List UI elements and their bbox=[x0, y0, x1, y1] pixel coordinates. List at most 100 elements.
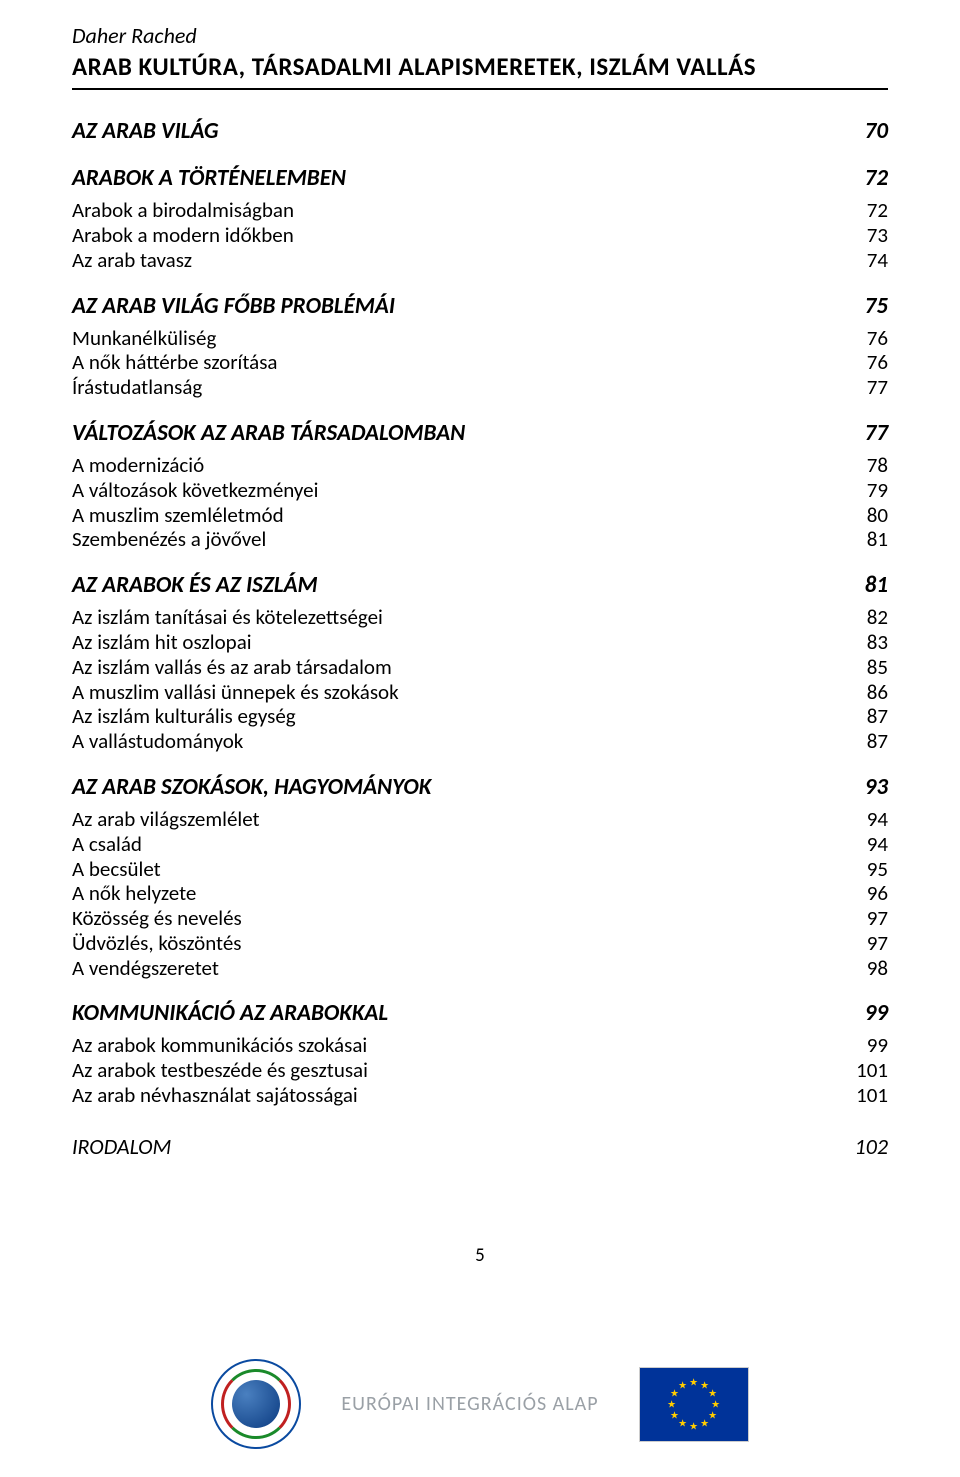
eu-star-icon: ★ bbox=[689, 1420, 698, 1433]
toc-label: Írástudatlanság bbox=[72, 375, 847, 400]
toc-label: Közösség és nevelés bbox=[72, 906, 847, 931]
toc-label: A vallástudományok bbox=[72, 729, 847, 754]
toc-label: Az arab világszemlélet bbox=[72, 807, 847, 832]
toc-section-heading: AZ ARAB VILÁG FŐBB PROBLÉMÁI75 bbox=[72, 293, 888, 320]
toc-entry: A vendégszeretet98 bbox=[72, 956, 888, 981]
toc-entry: Az iszlám vallás és az arab társadalom85 bbox=[72, 655, 888, 680]
toc-label: Az arabok testbeszéde és gesztusai bbox=[72, 1058, 836, 1083]
toc-section-heading: VÁLTOZÁSOK AZ ARAB TÁRSADALOMBAN77 bbox=[72, 420, 888, 447]
toc-page: 77 bbox=[847, 375, 888, 400]
toc-entry: Az arabok kommunikációs szokásai99 bbox=[72, 1033, 888, 1058]
toc-section-heading: ARABOK A TÖRTÉNELEMBEN72 bbox=[72, 165, 888, 192]
toc-label: VÁLTOZÁSOK AZ ARAB TÁRSADALOMBAN bbox=[72, 420, 845, 447]
table-of-contents: AZ ARAB VILÁG70ARABOK A TÖRTÉNELEMBEN72A… bbox=[72, 118, 888, 1160]
toc-entry: Munkanélküliség76 bbox=[72, 326, 888, 351]
toc-page: 94 bbox=[847, 832, 888, 857]
toc-page: 93 bbox=[845, 774, 888, 801]
toc-label: Szembenézés a jövővel bbox=[72, 527, 847, 552]
toc-label: Az arab tavasz bbox=[72, 248, 847, 273]
toc-label: A nők háttérbe szorítása bbox=[72, 350, 847, 375]
toc-bibliography: IRODALOM102 bbox=[72, 1134, 888, 1160]
toc-entry: Arabok a birodalmiságban72 bbox=[72, 198, 888, 223]
toc-entry: Írástudatlanság77 bbox=[72, 375, 888, 400]
toc-section-heading: KOMMUNIKÁCIÓ AZ ARABOKKAL99 bbox=[72, 1000, 888, 1027]
toc-section-heading: AZ ARAB VILÁG70 bbox=[72, 118, 888, 145]
toc-label: A vendégszeretet bbox=[72, 956, 847, 981]
footer-logos: EURÓPAI INTEGRÁCIÓS ALAP ★★★★★★★★★★★★ bbox=[0, 1359, 960, 1449]
toc-page: 94 bbox=[847, 807, 888, 832]
toc-page: 99 bbox=[847, 1033, 888, 1058]
toc-label: A muszlim szemléletmód bbox=[72, 503, 847, 528]
toc-entry: A nők háttérbe szorítása76 bbox=[72, 350, 888, 375]
eu-star-icon: ★ bbox=[678, 1378, 687, 1391]
toc-page: 99 bbox=[845, 1000, 888, 1027]
toc-page: 72 bbox=[847, 198, 888, 223]
toc-entry: Az iszlám kulturális egység87 bbox=[72, 704, 888, 729]
page-number: 5 bbox=[0, 1244, 960, 1267]
toc-section-heading: AZ ARABOK ÉS AZ ISZLÁM81 bbox=[72, 572, 888, 599]
eu-fund-label: EURÓPAI INTEGRÁCIÓS ALAP bbox=[341, 1392, 598, 1416]
toc-page: 81 bbox=[847, 527, 888, 552]
toc-page: 79 bbox=[847, 478, 888, 503]
toc-page: 97 bbox=[847, 906, 888, 931]
toc-label: Üdvözlés, köszöntés bbox=[72, 931, 847, 956]
toc-section-heading: AZ ARAB SZOKÁSOK, HAGYOMÁNYOK93 bbox=[72, 774, 888, 801]
toc-entry: Az arab névhasználat sajátosságai101 bbox=[72, 1083, 888, 1108]
toc-entry: A változások következményei79 bbox=[72, 478, 888, 503]
toc-entry: Szembenézés a jövővel81 bbox=[72, 527, 888, 552]
ministry-logo bbox=[211, 1359, 301, 1449]
toc-page: 98 bbox=[847, 956, 888, 981]
toc-label: Arabok a modern időkben bbox=[72, 223, 847, 248]
toc-page: 83 bbox=[847, 630, 888, 655]
toc-label: AZ ARAB SZOKÁSOK, HAGYOMÁNYOK bbox=[72, 774, 845, 801]
toc-page: 73 bbox=[847, 223, 888, 248]
toc-page: 80 bbox=[847, 503, 888, 528]
toc-entry: Arabok a modern időkben73 bbox=[72, 223, 888, 248]
toc-entry: A muszlim szemléletmód80 bbox=[72, 503, 888, 528]
toc-page: 76 bbox=[847, 326, 888, 351]
toc-page: 87 bbox=[847, 704, 888, 729]
toc-page: 76 bbox=[847, 350, 888, 375]
toc-entry: A muszlim vallási ünnepek és szokások86 bbox=[72, 680, 888, 705]
document-title: ARAB KULTÚRA, TÁRSADALMI ALAPISMERETEK, … bbox=[72, 51, 888, 82]
toc-page: 77 bbox=[845, 420, 888, 447]
toc-entry: A vallástudományok87 bbox=[72, 729, 888, 754]
toc-label: Az arabok kommunikációs szokásai bbox=[72, 1033, 847, 1058]
toc-entry: Az iszlám hit oszlopai83 bbox=[72, 630, 888, 655]
toc-label: A muszlim vallási ünnepek és szokások bbox=[72, 680, 847, 705]
eu-flag: ★★★★★★★★★★★★ bbox=[639, 1367, 749, 1442]
toc-page: 74 bbox=[847, 248, 888, 273]
toc-label: IRODALOM bbox=[72, 1134, 835, 1160]
toc-page: 75 bbox=[845, 293, 888, 320]
toc-label: A modernizáció bbox=[72, 453, 847, 478]
toc-label: Az arab névhasználat sajátosságai bbox=[72, 1083, 836, 1108]
toc-page: 102 bbox=[835, 1134, 888, 1160]
toc-page: 72 bbox=[845, 165, 888, 192]
toc-page: 70 bbox=[845, 118, 888, 145]
toc-entry: A becsület95 bbox=[72, 857, 888, 882]
toc-page: 82 bbox=[847, 605, 888, 630]
toc-page: 86 bbox=[847, 680, 888, 705]
eu-star-icon: ★ bbox=[678, 1417, 687, 1430]
toc-label: A nők helyzete bbox=[72, 881, 847, 906]
toc-page: 87 bbox=[847, 729, 888, 754]
author-name: Daher Rached bbox=[72, 22, 888, 49]
toc-entry: Az arabok testbeszéde és gesztusai101 bbox=[72, 1058, 888, 1083]
toc-page: 78 bbox=[847, 453, 888, 478]
toc-label: ARABOK A TÖRTÉNELEMBEN bbox=[72, 165, 845, 192]
eu-star-icon: ★ bbox=[700, 1417, 709, 1430]
toc-page: 97 bbox=[847, 931, 888, 956]
eu-star-icon: ★ bbox=[708, 1409, 717, 1422]
toc-page: 101 bbox=[836, 1058, 888, 1083]
toc-page: 85 bbox=[847, 655, 888, 680]
toc-label: Munkanélküliség bbox=[72, 326, 847, 351]
eu-star-icon: ★ bbox=[689, 1376, 698, 1389]
title-rule bbox=[72, 88, 888, 90]
toc-entry: A család94 bbox=[72, 832, 888, 857]
toc-label: AZ ARAB VILÁG FŐBB PROBLÉMÁI bbox=[72, 293, 845, 320]
toc-label: Arabok a birodalmiságban bbox=[72, 198, 847, 223]
ministry-logo-arc bbox=[221, 1369, 291, 1439]
toc-entry: Üdvözlés, köszöntés97 bbox=[72, 931, 888, 956]
toc-label: A család bbox=[72, 832, 847, 857]
toc-label: AZ ARAB VILÁG bbox=[72, 118, 845, 145]
